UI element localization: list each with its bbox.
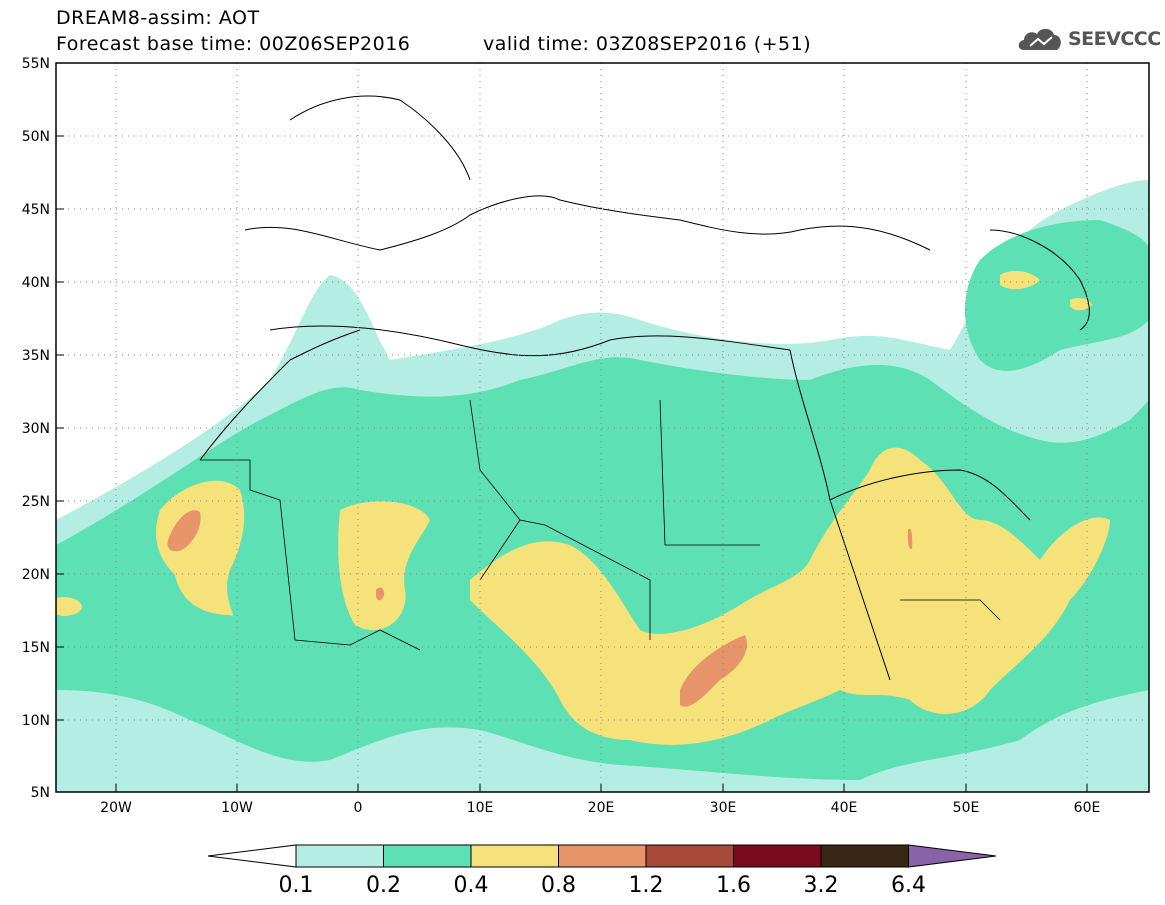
country-borders [200,399,1001,651]
aot-band-0.4-atlantic [56,597,82,616]
aot-band-0.4-mali [338,501,430,631]
lon-labels: 20W 10W 0 10E 20E 30E 40E 50E 60E [100,800,1100,816]
colorbar-segment [645,844,734,868]
map-title: DREAM8-assim: AOT [56,7,260,29]
lat-label: 25N [22,494,50,510]
lat-label: 20N [22,567,50,583]
lat-label: 15N [22,640,50,656]
lat-labels: 55N 50N 45N 40N 35N 30N 25N 20N 15N 10N … [22,56,50,801]
lon-label: 20W [100,800,132,816]
aot-band-0.8-mauritania [167,510,201,552]
colorbar-segment [470,844,559,868]
valid-time: valid time: 03Z08SEP2016 (+51) [483,33,812,55]
aot-band-0.4-central [470,447,1110,745]
graticule [56,63,1149,792]
lon-label: 0 [354,800,363,816]
seevccc-logo: SEEVCCC [1016,24,1161,54]
colorbar-label: 0.8 [541,873,576,898]
coastlines [199,95,1090,681]
lon-label: 10W [221,800,253,816]
colorbar-label: 1.2 [629,873,664,898]
cloud-logo-icon [1018,28,1061,50]
colorbar-label: 0.1 [279,873,314,898]
colorbar-segment-below [207,844,297,868]
lat-label: 10N [22,713,50,729]
colorbar-segment [733,844,822,868]
aot-band-0.4-west-sahara [155,480,245,616]
lon-label: 40E [831,800,858,816]
lon-label: 10E [467,800,494,816]
forecast-base-time: Forecast base time: 00Z06SEP2016 [56,33,411,55]
lon-label: 60E [1074,800,1101,816]
colorbar: 0.1 0.2 0.4 0.8 1.2 1.6 3.2 6.4 [207,844,997,898]
lon-label: 20E [588,800,615,816]
lat-label: 50N [22,129,50,145]
lat-label: 35N [22,348,50,364]
aot-band-0.8-arabia [907,528,913,550]
lon-label: 30E [710,800,737,816]
colorbar-segment [295,844,384,868]
logo-text: SEEVCCC [1068,28,1161,50]
lat-label: 30N [22,421,50,437]
lon-label: 50E [953,800,980,816]
tick-marks [56,135,1088,792]
colorbar-label: 3.2 [804,873,839,898]
colorbar-segment-above [908,844,997,868]
aot-band-caspian [965,220,1149,371]
aot-shading [56,63,1149,792]
lat-label: 55N [22,56,50,72]
lat-label: 40N [22,275,50,291]
lat-label: 45N [22,202,50,218]
lat-label: 5N [31,785,50,801]
aot-band-0.4-aral [1070,297,1092,311]
aot-band-0.8-sudan [680,635,748,707]
colorbar-segment [820,844,909,868]
colorbar-label: 0.4 [454,873,489,898]
colorbar-segment [558,844,647,868]
aot-band-0.4-caspian [1000,270,1040,290]
colorbar-label: 1.6 [716,873,751,898]
colorbar-label: 0.2 [366,873,401,898]
aot-band-0.8-mali [376,587,385,601]
colorbar-label: 6.4 [891,873,926,898]
colorbar-segment [383,844,472,868]
